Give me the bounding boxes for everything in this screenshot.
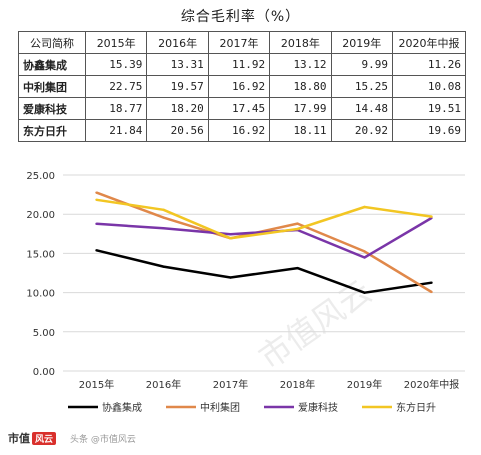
- table-cell: 15.39: [84, 53, 148, 76]
- col-header: 2018年: [269, 31, 332, 54]
- data-point: [363, 256, 366, 259]
- table-corner-header: 公司简称: [18, 31, 86, 54]
- data-point: [162, 265, 165, 268]
- x-tick-label: 2019年: [347, 378, 382, 391]
- table-cell: 13.12: [269, 53, 332, 76]
- data-point: [430, 281, 433, 284]
- table-cell: 16.92: [207, 75, 271, 98]
- brand-badge: 风云: [32, 432, 57, 445]
- table-cell: 11.92: [207, 53, 271, 76]
- series-line: [96, 198, 432, 240]
- data-point: [95, 249, 98, 252]
- col-header: 2020年中报: [392, 31, 466, 54]
- row-label: 东方日升: [18, 119, 86, 142]
- data-point: [229, 276, 232, 279]
- y-tick-label: 10.00: [26, 289, 55, 300]
- table-cell: 18.20: [146, 97, 209, 120]
- row-label: 爱康科技: [18, 97, 86, 120]
- table-cell: 10.08: [392, 75, 466, 98]
- y-tick-label: 0.00: [33, 367, 55, 378]
- x-tick-label: 2016年: [146, 378, 181, 391]
- data-point: [162, 216, 165, 219]
- legend-label: 中利集团: [200, 401, 240, 414]
- data-point: [296, 266, 299, 270]
- table-cell: 21.84: [84, 119, 148, 142]
- table-cell: 20.56: [146, 119, 209, 142]
- y-tick-label: 15.00: [26, 249, 55, 260]
- table-cell: 17.99: [269, 97, 332, 120]
- x-tick-label: 2015年: [79, 378, 114, 391]
- table-row: 爱康科技 18.77 18.20 17.45 17.99 14.48 19.51: [18, 97, 466, 120]
- brand-name: 市值: [8, 432, 30, 445]
- table-cell: 16.92: [207, 119, 271, 142]
- data-point: [95, 222, 98, 226]
- data-point: [162, 208, 165, 212]
- y-tick-label: 5.00: [33, 328, 55, 339]
- data-point: [296, 222, 299, 225]
- data-point: [95, 191, 98, 194]
- legend-label: 爱康科技: [298, 401, 338, 414]
- legend-label: 东方日升: [396, 401, 436, 414]
- table-row: 协鑫集成 15.39 13.31 11.92 13.12 9.99 11.26: [18, 53, 466, 76]
- series-line: [96, 249, 432, 294]
- data-point: [363, 205, 366, 209]
- page-title: 综合毛利率（%）: [180, 9, 301, 25]
- x-tick-label: 2018年: [280, 378, 315, 391]
- table-cell: 20.92: [330, 119, 394, 142]
- data-point: [363, 250, 366, 253]
- table-cell: 19.69: [392, 119, 466, 142]
- y-tick-label: 25.00: [26, 171, 55, 182]
- data-point: [95, 198, 98, 201]
- data-point: [229, 232, 232, 236]
- gross-margin-table: 公司简称 2015年 2016年 2017年 2018年 2019年 2020年…: [18, 31, 466, 142]
- table-cell: 22.75: [84, 75, 148, 98]
- row-label: 中利集团: [18, 75, 86, 98]
- x-tick-label: 2017年: [213, 378, 248, 391]
- data-point: [229, 237, 232, 240]
- table-header-row: 公司简称 2015年 2016年 2017年 2018年 2019年 2020年…: [18, 31, 466, 54]
- table-cell: 14.48: [330, 97, 394, 120]
- table-row: 东方日升 21.84 20.56 16.92 18.11 20.92 19.69: [18, 119, 466, 142]
- table-cell: 13.31: [146, 53, 209, 76]
- row-label: 协鑫集成: [18, 53, 86, 76]
- x-tick-label: 2020年中报: [404, 378, 459, 391]
- col-header: 2015年: [84, 31, 148, 54]
- gross-margin-line-chart: 0.00 5.00 10.00 15.00 20.00 25.00 2015年 2016年 20…: [26, 171, 465, 414]
- data-point: [296, 227, 299, 231]
- col-header: 2017年: [207, 31, 271, 54]
- table-cell: 17.45: [207, 97, 271, 120]
- table-cell: 18.11: [269, 119, 332, 142]
- data-point: [430, 215, 433, 218]
- table-cell: 19.57: [146, 75, 209, 98]
- table-row: 中利集团 22.75 19.57 16.92 18.80 15.25 10.08: [18, 75, 466, 98]
- data-point: [363, 291, 366, 294]
- table-cell: 18.80: [269, 75, 332, 98]
- y-tick-label: 20.00: [26, 210, 55, 221]
- col-header: 2016年: [146, 31, 209, 54]
- data-point: [430, 290, 433, 294]
- col-header: 2019年: [330, 31, 394, 54]
- table-cell: 9.99: [330, 53, 394, 76]
- table-cell: 11.26: [392, 53, 466, 76]
- footer-note: 头条 @市值风云: [70, 435, 136, 445]
- table-cell: 15.25: [330, 75, 394, 98]
- brand-logo: 市值 风云: [8, 430, 57, 446]
- legend-label: 协鑫集成: [102, 401, 142, 414]
- data-point: [162, 227, 165, 230]
- table-cell: 19.51: [392, 97, 466, 120]
- table-cell: 18.77: [84, 97, 148, 120]
- series-line: [96, 216, 433, 259]
